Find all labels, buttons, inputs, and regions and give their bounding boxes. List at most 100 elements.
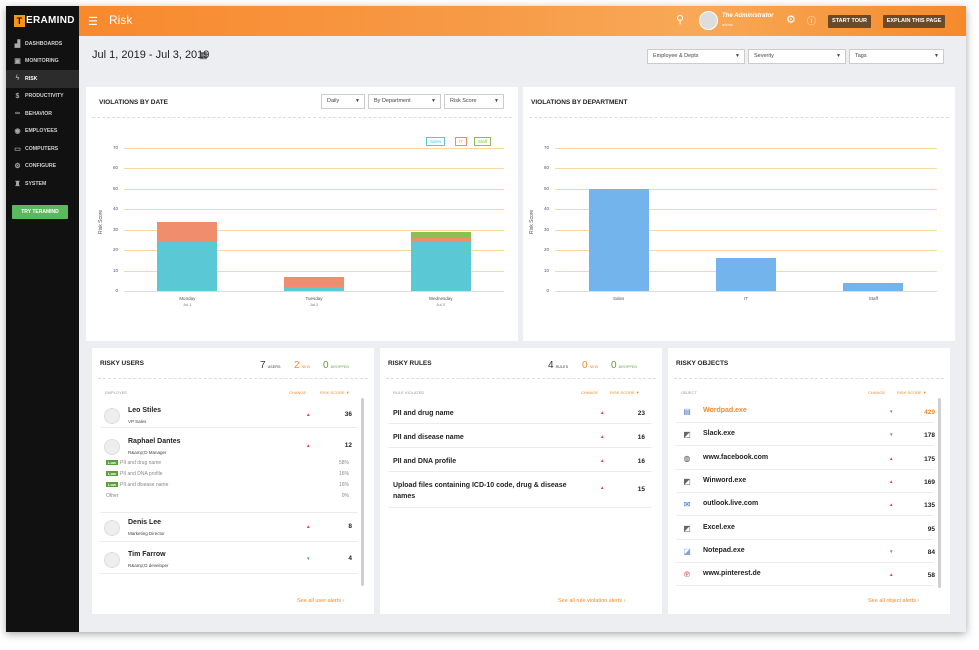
see-all-object-alerts-link[interactable]: See all object alerts › — [868, 598, 920, 604]
sidebar-item-configure[interactable]: ⚙ CONFIGURE — [14, 163, 57, 171]
rule-name[interactable]: Upload files containing ICD-10 code, dru… — [393, 482, 567, 500]
user-name[interactable]: Denis Lee — [128, 519, 162, 526]
object-name[interactable]: Wordpad.exe — [703, 407, 747, 414]
gridline — [555, 148, 937, 149]
explain-page-button[interactable]: EXPLAIN THIS PAGE — [883, 15, 945, 28]
y-tick-label: 10 — [543, 267, 549, 273]
arrow-up-icon: ▲ — [889, 502, 894, 508]
col-object: OBJECT — [681, 390, 697, 395]
object-name[interactable]: www.pinterest.de — [703, 570, 761, 578]
table-row[interactable] — [100, 400, 358, 428]
user-name[interactable]: Tim Farrow — [128, 551, 166, 558]
sidebar-item-computers[interactable]: ▭ COMPUTERS — [14, 145, 59, 153]
legend-sales[interactable]: Sales — [426, 137, 446, 146]
sidebar-item-employees[interactable]: ◉ EMPLOYEES — [14, 128, 58, 136]
object-name[interactable]: Excel.exe — [703, 523, 735, 531]
table-row[interactable] — [676, 447, 934, 470]
table-row[interactable] — [676, 400, 934, 423]
table-row[interactable] — [100, 431, 358, 513]
hamburger-menu-icon[interactable]: ☰ — [88, 16, 98, 28]
see-all-user-alerts-link[interactable]: See all user alerts › — [297, 598, 345, 604]
avatar — [104, 552, 120, 568]
group-select[interactable]: By Department ▼ — [368, 94, 441, 109]
bar-monday-it[interactable] — [157, 221, 218, 242]
table-row[interactable] — [676, 493, 934, 517]
bar-wednesday-sales[interactable] — [410, 241, 471, 291]
col-risk-score[interactable]: RISK SCORE ▼ — [320, 390, 350, 395]
table-row[interactable] — [676, 423, 934, 447]
calendar-icon[interactable]: ▦ — [199, 50, 208, 60]
table-row[interactable] — [676, 517, 934, 540]
sidebar-item-monitoring[interactable]: ▣ MONITORING — [14, 58, 59, 66]
bar-staff-value[interactable] — [843, 282, 904, 291]
table-row[interactable] — [388, 448, 652, 472]
table-row[interactable] — [676, 540, 934, 563]
table-row[interactable] — [676, 470, 934, 493]
object-name[interactable]: www.facebook.com — [703, 453, 769, 461]
caret-down-icon: ▼ — [494, 98, 499, 104]
sidebar-item-dashboards[interactable]: ▟ DASHBOARDS — [14, 40, 63, 48]
col-risk-score[interactable]: RISK SCORE ▼ — [897, 390, 927, 395]
info-icon[interactable]: ⓘ — [807, 16, 817, 26]
bar-wednesday-staff[interactable] — [410, 231, 471, 238]
avatar[interactable] — [699, 11, 718, 30]
bar-sales-value[interactable] — [588, 188, 649, 291]
object-name[interactable]: Slack.exe — [703, 430, 735, 438]
settings-gear-icon[interactable]: ⚙ — [786, 14, 796, 26]
severity-select[interactable]: Severity ▼ — [748, 49, 846, 64]
search-icon[interactable]: ⚲ — [676, 14, 685, 26]
x-tick-label: Wednesday — [428, 296, 453, 301]
notepad-icon: ◪ — [683, 546, 691, 556]
teramind-logo[interactable]: T ERAMIND — [6, 6, 79, 35]
bar-tuesday-sales[interactable] — [284, 286, 344, 291]
employee-depts-select[interactable]: Employee & Depts ▼ — [647, 49, 745, 64]
panel-title: RISKY OBJECTS — [676, 360, 729, 367]
arrow-up-icon: ▲ — [306, 412, 311, 417]
window-icon: ◩ — [683, 523, 691, 533]
sidebar-item-productivity[interactable]: $ PRODUCTIVITY — [6, 88, 79, 106]
gridline — [124, 148, 504, 149]
table-row[interactable] — [388, 400, 652, 424]
x-tick-label: Staff — [868, 296, 878, 301]
scrollbar[interactable] — [361, 398, 364, 586]
bar-monday-sales[interactable] — [157, 241, 218, 291]
bar-wednesday-it[interactable] — [410, 237, 471, 242]
object-name[interactable]: Notepad.exe — [703, 546, 745, 554]
see-all-rule-alerts-link[interactable]: See all rule violation alerts › — [558, 598, 626, 604]
col-risk-score[interactable]: RISK SCORE ▼ — [610, 390, 640, 395]
user-name[interactable]: Raphael Dantes — [128, 438, 181, 445]
top-bar: ☰ Risk ⚲ The Administrator admin ⚙ ⓘ STA… — [79, 6, 966, 36]
scrollbar[interactable] — [938, 398, 941, 588]
table-row[interactable] — [100, 512, 358, 542]
risk-score: 178 — [924, 432, 935, 440]
period-select[interactable]: Daily ▼ — [321, 94, 365, 109]
avatar — [104, 408, 120, 424]
table-row[interactable] — [100, 544, 358, 574]
table-row[interactable] — [388, 472, 652, 508]
start-tour-button[interactable]: START TOUR — [828, 15, 871, 28]
sidebar-item-risk[interactable]: ϟ RISK — [6, 70, 79, 88]
legend-it[interactable]: IT — [455, 137, 467, 146]
try-teramind-button[interactable]: TRY TERAMIND — [12, 205, 68, 219]
rule-name[interactable]: PII and drug name — [393, 410, 454, 417]
breakdown-pct: 58% — [338, 460, 349, 466]
table-row[interactable] — [676, 563, 934, 587]
legend-staff[interactable]: Staff — [474, 137, 492, 146]
sidebar-item-system[interactable]: ♜ SYSTEM — [14, 180, 47, 188]
object-name[interactable]: outlook.live.com — [703, 500, 759, 508]
bar-it-value[interactable] — [716, 258, 776, 291]
y-tick-label: 20 — [112, 247, 118, 253]
user-name[interactable]: The Administrator — [722, 13, 774, 19]
bar-tuesday-it[interactable] — [284, 276, 344, 287]
table-row[interactable] — [388, 424, 652, 448]
new-count: 2 NEW — [294, 360, 311, 371]
arrow-up-icon: ▲ — [600, 410, 605, 415]
sidebar-item-behavior[interactable]: ∞ BEHAVIOR — [15, 110, 52, 118]
date-range-picker[interactable]: Jul 1, 2019 - Jul 3, 2019 — [92, 49, 210, 61]
rule-name[interactable]: PII and DNA profile — [393, 458, 457, 465]
rule-name[interactable]: PII and disease name — [393, 434, 464, 441]
metric-select[interactable]: Risk Score ▼ — [444, 94, 504, 109]
tags-select[interactable]: Tags ▼ — [849, 49, 944, 64]
object-name[interactable]: Winword.exe — [703, 476, 747, 484]
user-name[interactable]: Leo Stiles — [128, 407, 162, 414]
